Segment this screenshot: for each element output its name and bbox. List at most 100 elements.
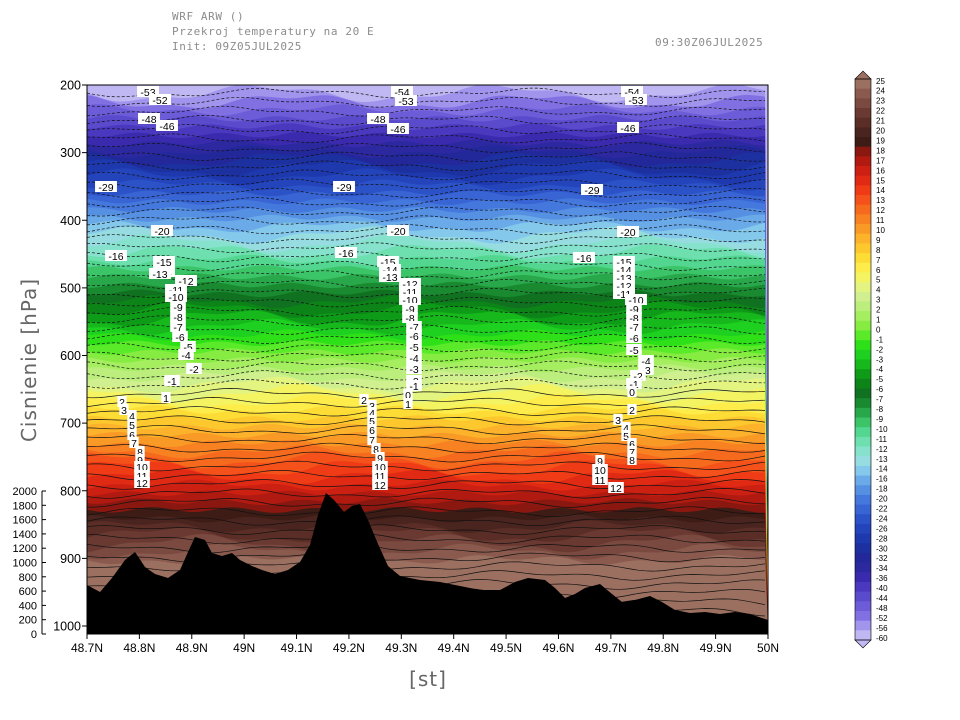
isotherm-line	[87, 296, 766, 308]
colorbar-swatch	[855, 320, 871, 331]
colorbar-level-label: 14	[876, 186, 885, 195]
isotherm-label-box	[573, 252, 595, 263]
isotherm-label-box	[387, 123, 409, 134]
isotherm-label: -4	[406, 352, 422, 365]
colorbar-swatch	[855, 620, 871, 631]
isotherm-line	[87, 342, 766, 354]
isotherm-label-text: 5	[369, 416, 375, 428]
isotherm-label-box	[127, 419, 137, 430]
colorbar-swatch	[855, 253, 871, 264]
colorbar-level-label: 13	[876, 196, 885, 205]
isotherm-line	[87, 479, 766, 490]
isotherm-label: 1	[161, 392, 171, 405]
isotherm-label-box	[135, 446, 145, 457]
isotherm-label-text: -10	[168, 292, 183, 304]
isotherm-label-box	[627, 386, 637, 397]
isotherm-label: 11	[134, 470, 150, 483]
colorbar-swatch	[855, 610, 871, 622]
isotherm-label-box	[406, 363, 422, 374]
header-init: Init: 09Z05JUL2025	[172, 40, 302, 53]
isotherm-label-box	[367, 415, 377, 426]
isotherm-label-text: -46	[159, 121, 174, 133]
isotherm-label-box	[387, 225, 409, 236]
isotherm-label: -8	[626, 312, 642, 325]
isotherm-label-box	[391, 86, 413, 97]
isotherm-label: 1	[403, 398, 413, 411]
isotherm-label-text: -53	[398, 96, 413, 108]
isotherm-label: -48	[138, 113, 160, 126]
colorbar-level-label: -18	[876, 485, 888, 494]
isotherm-label-box	[627, 438, 637, 449]
colorbar-level-label: -8	[876, 405, 884, 414]
isotherm-label: 6	[367, 424, 377, 437]
isotherm-label-text: -4	[641, 356, 650, 368]
isotherm-line	[87, 224, 766, 235]
header-title: Przekroj temperatury na 20 E	[172, 25, 374, 38]
colorbar-level-label: -4	[876, 365, 884, 374]
isotherm-label: 11	[592, 474, 608, 487]
isotherm-label: -13	[149, 268, 171, 281]
isotherm-label: 7	[627, 446, 637, 459]
isotherm-label: 9	[135, 454, 145, 467]
isotherm-label-box	[403, 389, 413, 400]
isotherm-line	[87, 406, 766, 417]
colorbar-level-label: 0	[876, 325, 881, 334]
colorbar-level-label: 23	[876, 97, 885, 106]
isotherm-label-text: -13	[152, 269, 167, 281]
isotherm-label: 0	[627, 386, 637, 399]
height-tick-label: 1800	[13, 500, 37, 512]
colorbar-swatch	[855, 514, 871, 525]
y-tick-label: 400	[60, 214, 81, 228]
isotherm-label-text: 8	[373, 444, 379, 456]
isotherm-line	[87, 497, 766, 508]
isotherm-label-box	[627, 454, 637, 465]
isotherm-label-text: 9	[597, 456, 603, 468]
colorbar-level-label: 4	[876, 286, 881, 295]
colorbar-level-label: -56	[876, 624, 888, 633]
y-tick-label: 900	[60, 552, 81, 566]
colorbar-level-label: 1	[876, 316, 881, 325]
colorbar-level-label: 16	[876, 166, 885, 175]
isotherm-label-box	[172, 331, 188, 342]
isotherm-label-box	[406, 330, 422, 341]
colorbar-swatch	[855, 233, 871, 244]
colorbar-level-label: -52	[876, 614, 888, 623]
y-tick-label: 800	[60, 484, 81, 498]
isotherm-label-text: -6	[409, 331, 418, 343]
colorbar-swatch	[855, 630, 871, 641]
isotherm-label: 9	[595, 455, 605, 468]
isotherm-label-text: 0	[629, 387, 635, 399]
isotherm-label: 6	[127, 429, 137, 442]
x-tick-label: 49N	[233, 641, 255, 655]
height-tick-label: 1400	[13, 529, 37, 541]
colorbar-swatch	[855, 291, 871, 302]
isotherm-label-box	[151, 225, 173, 236]
isotherm-label-text: -15	[156, 257, 171, 269]
isotherm-label-text: 2	[629, 405, 635, 417]
isotherm-label-box	[164, 375, 180, 386]
colorbar-level-label: -20	[876, 495, 888, 504]
isotherm-label-text: 4	[623, 423, 629, 435]
isotherm-label: 5	[621, 430, 631, 443]
isotherm-label-box	[406, 341, 422, 352]
isotherm-label: 10	[372, 461, 388, 474]
colorbar-swatch	[855, 311, 871, 322]
isotherm-label-text: 8	[629, 455, 635, 467]
isotherm-line	[87, 451, 766, 463]
isotherm-label: -5	[406, 341, 422, 354]
x-tick-label: 49.8N	[647, 641, 679, 655]
isotherm-label-box	[621, 422, 631, 433]
colorbar-swatch	[855, 117, 871, 128]
isotherm-label: -9	[402, 303, 418, 316]
isotherm-label-text: -9	[405, 304, 414, 316]
isotherm-label-box	[367, 434, 377, 445]
isotherm-label: -3	[406, 363, 422, 376]
colorbar-swatch	[855, 175, 871, 186]
colorbar-swatch	[855, 108, 871, 119]
isotherm-labels: -53-52-48-46-29-20-16-15-14-13-12-11-10-…	[95, 86, 654, 495]
isotherm-line	[87, 315, 766, 326]
isotherm-label-box	[134, 470, 150, 481]
isotherm-label-box	[399, 278, 421, 289]
isotherm-label-box	[406, 321, 422, 332]
